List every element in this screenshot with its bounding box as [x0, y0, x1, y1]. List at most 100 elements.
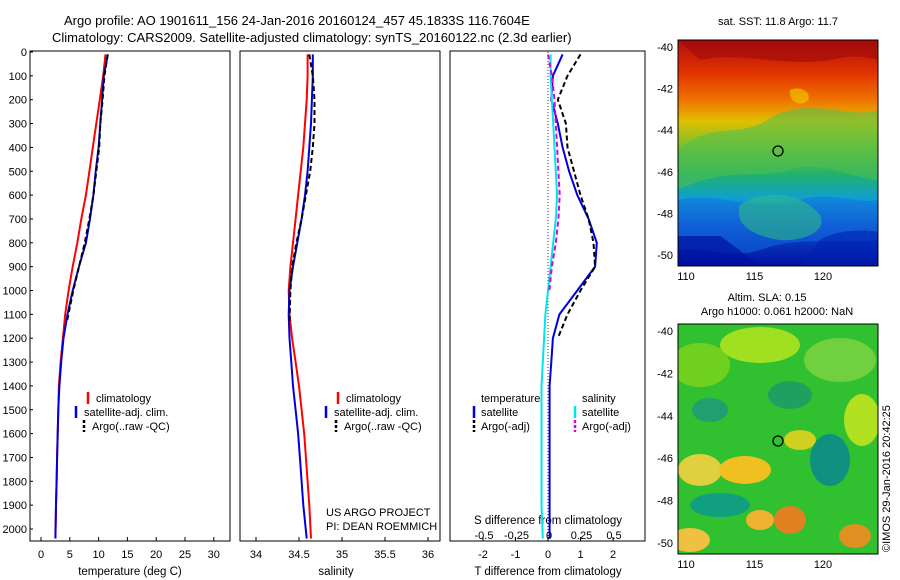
lat-tick-label: -44 — [657, 411, 673, 423]
sst-map-frame — [677, 39, 879, 267]
lon-tick-label: 120 — [814, 271, 832, 283]
series-line-1-2 — [288, 54, 316, 322]
depth-tick-label: 1000 — [3, 286, 27, 298]
series-line-3-1 — [547, 54, 561, 291]
x-tick-label: 34 — [250, 549, 262, 561]
sla-map-frame — [677, 323, 879, 555]
legend-label-satellite: satellite-adj. clim. — [334, 407, 418, 419]
depth-tick-label: 700 — [9, 214, 27, 226]
map-axis-ticks: -40 -42 -44 -46 -48 -50 110 115 120 -40 -42 -44 -46 -… — [657, 42, 832, 571]
difference-x-ticks: -2 -1 0 1 2-0.5 -0.25 0 0.25 0.5 — [475, 530, 622, 561]
figure-title-line1: Argo profile: AO 1901611_156 24-Jan-2016… — [64, 13, 530, 28]
depth-tick-label: 300 — [9, 119, 27, 131]
x-tick-label-s: -0.25 — [504, 530, 529, 542]
depth-tick-label: 200 — [9, 95, 27, 107]
salinity-panel-frame — [239, 50, 441, 542]
argo-location-marker-sla — [772, 435, 784, 447]
legend-label-argo: Argo(..raw -QC) — [344, 421, 422, 433]
x-tick-label: 25 — [179, 549, 191, 561]
x-tick-label: 35.5 — [374, 549, 395, 561]
temperature-x-label: temperature (deg C) — [78, 566, 182, 578]
series-line-1-1 — [287, 54, 314, 539]
imos-watermark: ©IMOS 29-Jan-2016 20:42:25 — [881, 405, 893, 552]
depth-tick-label: 1300 — [3, 357, 27, 369]
lon-tick-label: 115 — [746, 271, 764, 283]
sst-map-title: sat. SST: 11.8 Argo: 11.7 — [718, 16, 838, 28]
x-tick-label: 10 — [92, 549, 104, 561]
lon-tick-label: 115 — [746, 559, 764, 571]
depth-tick-label: 100 — [9, 71, 27, 83]
series-line-0-0 — [54, 54, 107, 539]
salinity-x-label: salinity — [318, 566, 353, 578]
lat-tick-label: -48 — [657, 208, 673, 220]
series-line-2-0 — [548, 53, 598, 539]
depth-tick-label: 400 — [9, 142, 27, 154]
lat-tick-label: -46 — [657, 167, 673, 179]
x-tick-label: 36 — [422, 549, 434, 561]
x-tick-label: 1 — [577, 549, 583, 561]
lat-tick-label: -42 — [657, 368, 673, 380]
lat-tick-label: -44 — [657, 125, 673, 137]
salinity-legend: climatology satellite-adj. clim. Argo(..… — [324, 392, 437, 533]
depth-tick-label: 1800 — [3, 476, 27, 488]
legend-label-s-satellite: satellite — [582, 407, 619, 419]
project-credit: US ARGO PROJECT — [326, 507, 431, 519]
depth-tick-label: 1500 — [3, 405, 27, 417]
x-tick-label: 5 — [67, 549, 73, 561]
depth-tick-label: 1400 — [3, 381, 27, 393]
depth-tick-label: 2000 — [3, 524, 27, 536]
lat-tick-label: -46 — [657, 453, 673, 465]
difference-legend: temperature salinity satellite Argo(-adj… — [472, 393, 631, 433]
depth-tick-label: 600 — [9, 190, 27, 202]
legend-title-temperature: temperature — [481, 393, 540, 405]
depth-tick-label: 1900 — [3, 500, 27, 512]
temperature-x-ticks: 0 5 10 15 20 25 30 — [38, 537, 220, 561]
legend-label-t-satellite: satellite — [481, 407, 518, 419]
lat-tick-label: -50 — [657, 250, 673, 262]
lon-tick-label: 110 — [677, 271, 695, 283]
difference-x-label: T difference from climatology — [474, 566, 621, 578]
temperature-panel-frame — [29, 50, 231, 542]
series-line-0-2 — [65, 54, 109, 322]
x-tick-label: 0 — [545, 549, 551, 561]
argo-location-marker — [772, 145, 784, 157]
x-tick-label: 30 — [208, 549, 220, 561]
depth-tick-label: 1600 — [3, 429, 27, 441]
sst-map — [678, 40, 878, 266]
x-tick-label: -2 — [478, 549, 488, 561]
lat-tick-label: -50 — [657, 538, 673, 550]
lat-tick-label: -48 — [657, 496, 673, 508]
figure-title-line2: Climatology: CARS2009. Satellite-adjuste… — [52, 30, 572, 45]
x-tick-label-s: 0.5 — [606, 530, 621, 542]
x-tick-label: 2 — [610, 549, 616, 561]
x-tick-label-s: -0.5 — [475, 530, 494, 542]
salinity-x-ticks: 34 34.5 35 35.5 36 — [250, 537, 434, 561]
temperature-legend: climatology satellite-adj. clim. Argo(..… — [74, 392, 170, 433]
legend-label-t-argo: Argo(-adj) — [481, 421, 530, 433]
depth-tick-label: 1700 — [3, 452, 27, 464]
legend-label-climatology: climatology — [346, 393, 402, 405]
lat-tick-label: -42 — [657, 84, 673, 96]
sla-map-title-line2: Argo h1000: 0.061 h2000: NaN — [701, 306, 853, 318]
legend-label-satellite: satellite-adj. clim. — [84, 407, 168, 419]
x-tick-label: 0 — [38, 549, 44, 561]
x-tick-label: -1 — [511, 549, 521, 561]
legend-label-s-argo: Argo(-adj) — [582, 421, 631, 433]
depth-axis-ticks: 0 100 200 300 400 500 600 700 800 900 1000 1100 1200… — [3, 47, 33, 536]
x-tick-label: 15 — [121, 549, 133, 561]
lat-tick-label: -40 — [657, 326, 673, 338]
legend-label-climatology: climatology — [96, 393, 152, 405]
series-line-2-1 — [556, 53, 597, 339]
depth-tick-label: 500 — [9, 166, 27, 178]
pi-credit: PI: DEAN ROEMMICH — [326, 521, 437, 533]
lon-tick-label: 120 — [814, 559, 832, 571]
depth-tick-label: 0 — [21, 47, 27, 59]
legend-label-argo: Argo(..raw -QC) — [92, 421, 170, 433]
sla-map-title-line1: Altim. SLA: 0.15 — [728, 292, 807, 304]
depth-tick-label: 1100 — [3, 309, 27, 321]
depth-tick-label: 1200 — [3, 333, 27, 345]
series-line-0-1 — [54, 54, 109, 539]
lat-tick-label: -40 — [657, 42, 673, 54]
x-tick-label-s: 0.25 — [571, 530, 592, 542]
